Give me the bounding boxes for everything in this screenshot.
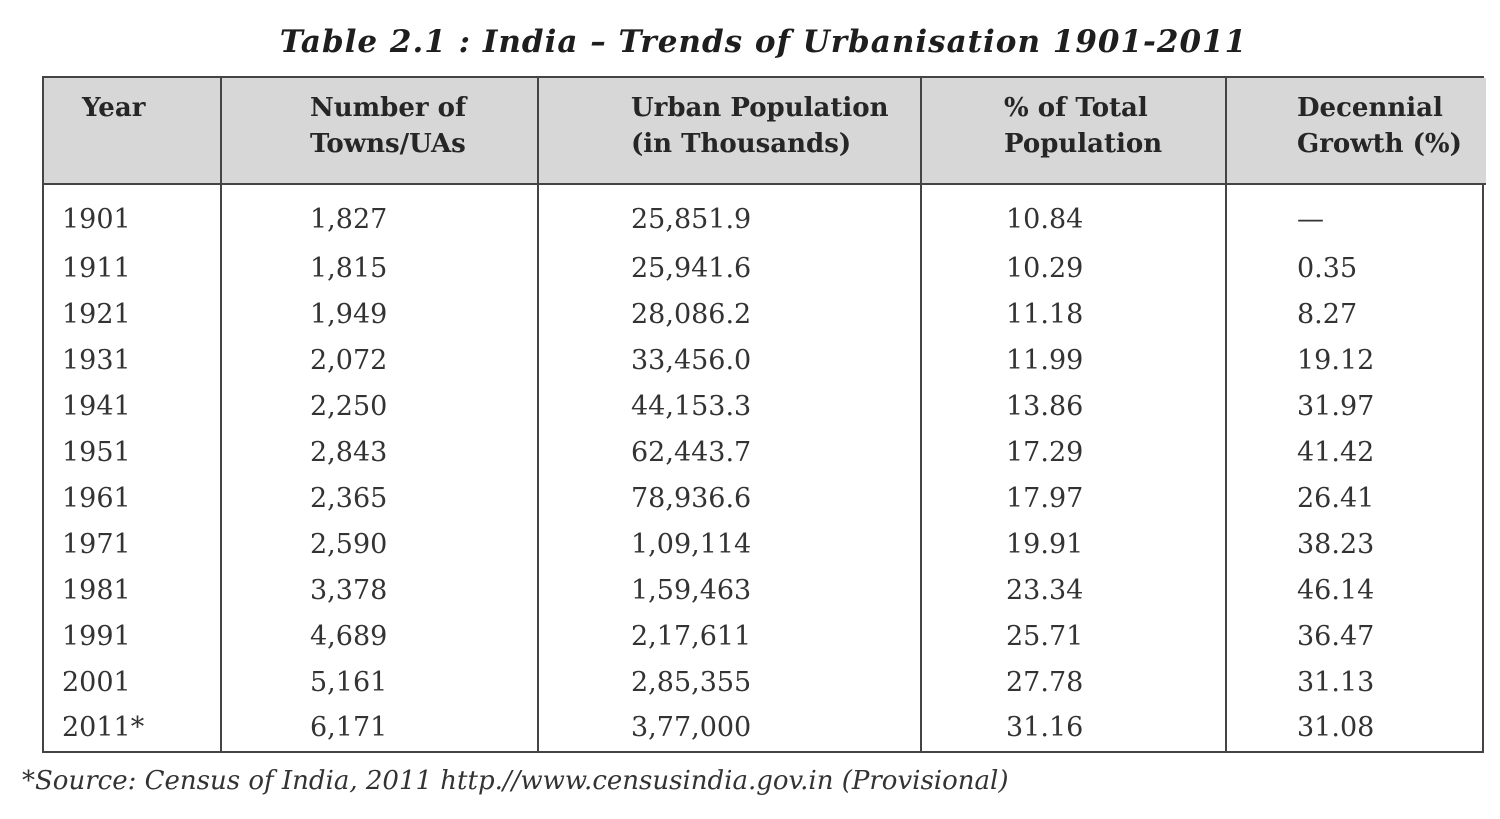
cell-year: 1991 [62,620,131,652]
table-row: 1991 4,689 2,17,611 25.71 36.47 [44,613,1486,660]
cell-decennial-growth: 31.08 [1225,704,1486,751]
table-row: 1921 1,949 28,086.2 11.18 8.27 [44,291,1486,338]
header-number-of-towns: Number of Towns/UAs [220,78,538,185]
table-row: 1941 2,250 44,153.3 13.86 31.97 [44,383,1486,430]
cell-decennial-growth: 26.41 [1225,475,1486,522]
cell-number-of-towns: 2,072 [220,337,538,384]
cell-urban-population: 33,456.0 [537,337,921,384]
cell-percent-total-population: 11.99 [920,337,1226,384]
header-decennial-growth: Decennial Growth (%) [1225,78,1486,185]
table-title: Table 2.1 : India – Trends of Urbanisati… [279,24,1248,60]
header-year: Year [44,78,221,185]
cell-number-of-towns: 1,949 [220,291,538,338]
cell-decennial-growth: 46.14 [1225,567,1486,614]
table-body: 1901 1,827 25,851.9 10.84— 1911 1,815 25,941.6… [44,184,1486,751]
cell-decennial-growth: 19.12 [1225,337,1486,384]
cell-number-of-towns: 2,250 [220,383,538,430]
table-header-row: Year Number of Towns/UAs Urban Populatio… [44,78,1486,185]
cell-urban-population: 78,936.6 [537,475,921,522]
cell-year: 1951 [62,436,131,468]
cell-percent-total-population: 31.16 [920,704,1226,751]
urbanisation-table-container: Year Number of Towns/UAs Urban Populatio… [42,76,1486,753]
cell-year: 1981 [62,574,131,606]
cell-number-of-towns: 2,843 [220,429,538,476]
cell-percent-total-population: 25.71 [920,613,1226,660]
cell-year: 1941 [62,390,131,422]
cell-decennial-growth: 0.35 [1225,245,1486,292]
table-row: 1901 1,827 25,851.9 10.84— [44,184,1486,246]
cell-number-of-towns: 1,827 [220,184,538,246]
cell-year: 1971 [62,528,131,560]
cell-percent-total-population: 11.18 [920,291,1226,338]
cell-urban-population: 2,17,611 [537,613,921,660]
cell-urban-population: 3,77,000 [537,704,921,751]
table-row: 1961 2,365 78,936.6 17.97 26.41 [44,475,1486,522]
table-row: 1911 1,815 25,941.6 10.29 0.35 [44,245,1486,292]
cell-number-of-towns: 1,815 [220,245,538,292]
cell-decennial-growth: 41.42 [1225,429,1486,476]
cell-percent-total-population: 17.29 [920,429,1226,476]
cell-urban-population: 1,59,463 [537,567,921,614]
cell-urban-population: 25,941.6 [537,245,921,292]
cell-year: 1901 [62,203,131,235]
cell-urban-population: 44,153.3 [537,383,921,430]
cell-urban-population: 1,09,114 [537,521,921,568]
table-row: 2011* 6,171 3,77,000 31.16 31.08 [44,704,1486,751]
cell-decennial-growth: 31.97 [1225,383,1486,430]
cell-number-of-towns: 4,689 [220,613,538,660]
header-urban-population: Urban Population (in Thousands) [537,78,921,185]
cell-year: 1931 [62,344,131,376]
urbanisation-table: Year Number of Towns/UAs Urban Populatio… [44,78,1486,751]
cell-year: 1921 [62,298,131,330]
table-row: 1981 3,378 1,59,463 23.34 46.14 [44,567,1486,614]
cell-year: 1961 [62,482,131,514]
cell-percent-total-population: 23.34 [920,567,1226,614]
cell-percent-total-population: 27.78 [920,659,1226,705]
cell-year: 2011* [62,712,145,744]
cell-decennial-growth: 31.13 [1225,659,1486,705]
table-row: 1931 2,072 33,456.0 11.99 19.12 [44,337,1486,384]
cell-urban-population: 2,85,355 [537,659,921,705]
cell-percent-total-population: 17.97 [920,475,1226,522]
header-percent-total-population: % of Total Population [920,78,1226,185]
source-footnote: *Source: Census of India, 2011 http.//ww… [22,766,1009,796]
cell-number-of-towns: 2,590 [220,521,538,568]
cell-urban-population: 62,443.7 [537,429,921,476]
cell-decennial-growth: 8.27 [1225,291,1486,338]
cell-decennial-growth: 36.47 [1225,613,1486,660]
table-row: 2001 5,161 2,85,355 27.78 31.13 [44,659,1486,705]
cell-number-of-towns: 2,365 [220,475,538,522]
cell-percent-total-population: 19.91 [920,521,1226,568]
cell-number-of-towns: 6,171 [220,704,538,751]
cell-year: 1911 [62,252,131,284]
table-row: 1951 2,843 62,443.7 17.29 41.42 [44,429,1486,476]
cell-percent-total-population: 10.29 [920,245,1226,292]
cell-percent-total-population: 10.84 [920,184,1226,246]
table-row: 1971 2,590 1,09,114 19.91 38.23 [44,521,1486,568]
cell-percent-total-population: 13.86 [920,383,1226,430]
cell-urban-population: 25,851.9 [537,184,921,246]
cell-decennial-growth: 38.23 [1225,521,1486,568]
cell-number-of-towns: 3,378 [220,567,538,614]
cell-year: 2001 [62,666,131,698]
cell-decennial-growth: — [1225,184,1486,246]
cell-urban-population: 28,086.2 [537,291,921,338]
cell-number-of-towns: 5,161 [220,659,538,705]
